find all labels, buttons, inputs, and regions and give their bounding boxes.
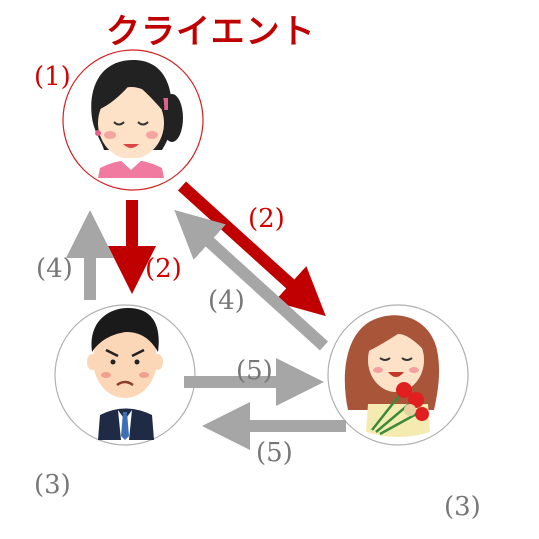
label-woman-to-man: (5): [256, 438, 293, 468]
label-client-to-man: (2): [145, 254, 182, 284]
woman-with-carnations-icon: [344, 315, 440, 437]
label-man-to-client: (4): [36, 254, 73, 284]
label-woman-number: (3): [444, 492, 481, 522]
arrow-woman-to-client: [174, 209, 329, 351]
woman-with-ponytail-icon: [91, 60, 183, 178]
label-client-to-woman: (2): [248, 204, 285, 234]
businessman-icon: [87, 308, 163, 440]
label-woman-to-client: (4): [208, 286, 245, 316]
diagram-title: クライエント: [106, 12, 316, 52]
arrow-client-to-woman: [177, 181, 326, 317]
label-man-number: (3): [34, 470, 71, 500]
label-client-number: (1): [34, 62, 71, 92]
label-man-to-woman: (5): [236, 356, 273, 386]
